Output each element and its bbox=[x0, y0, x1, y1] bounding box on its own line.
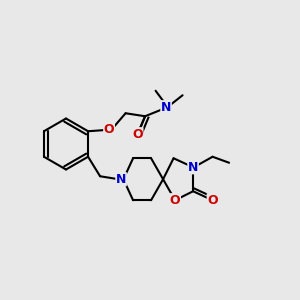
Text: N: N bbox=[116, 173, 126, 186]
Text: O: O bbox=[170, 194, 180, 207]
Text: N: N bbox=[161, 101, 171, 114]
Text: O: O bbox=[207, 194, 218, 207]
Text: O: O bbox=[132, 128, 143, 141]
Text: O: O bbox=[104, 123, 114, 136]
Text: N: N bbox=[188, 161, 198, 174]
